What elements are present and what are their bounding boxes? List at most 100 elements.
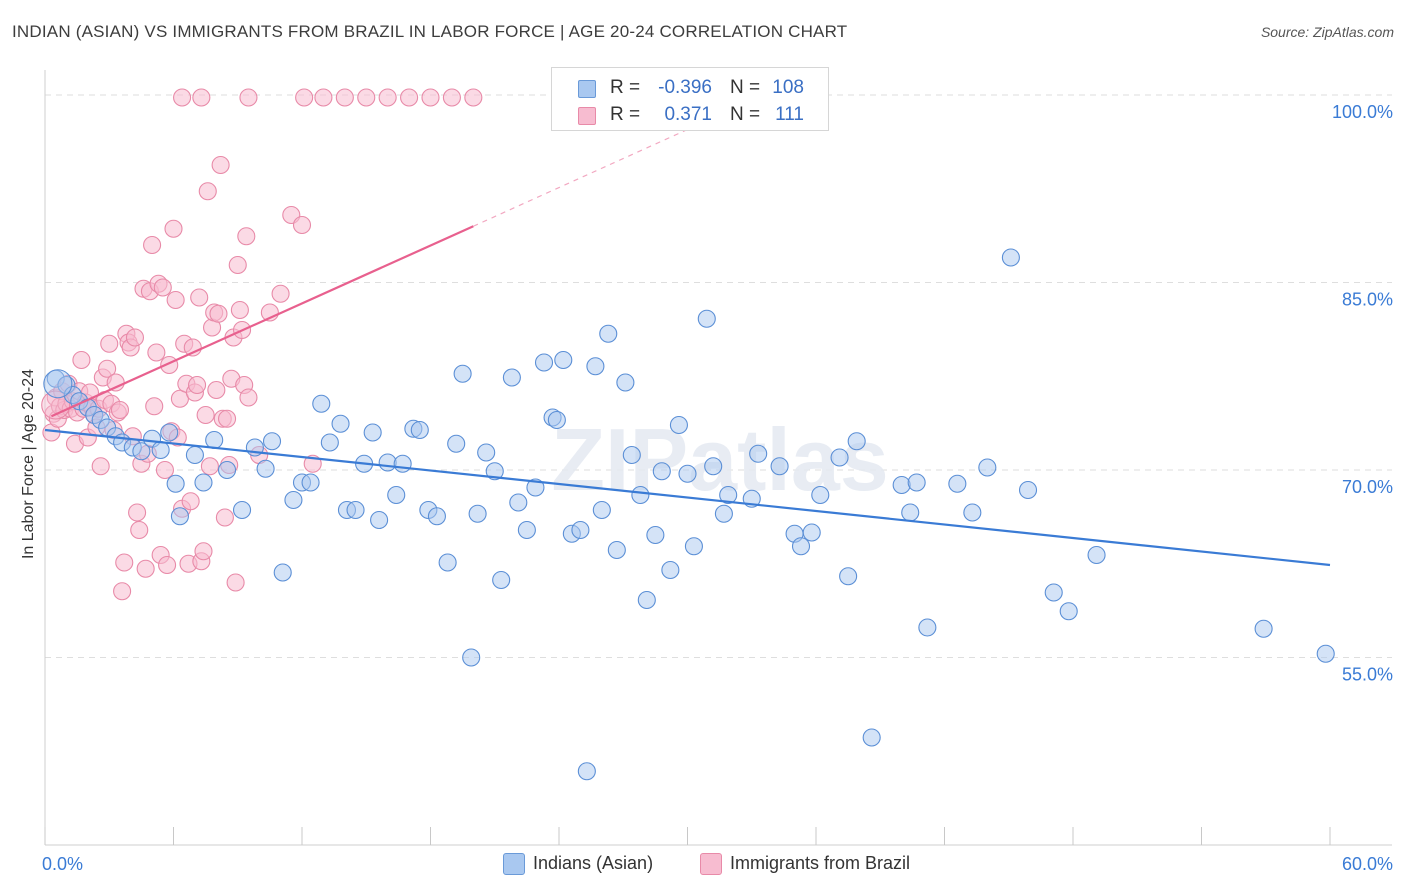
point-indians: [901, 503, 920, 522]
point-indians: [978, 458, 997, 477]
point-brazil: [207, 380, 226, 400]
point-indians: [892, 475, 911, 495]
r-value: 0.371: [664, 104, 712, 125]
point-brazil: [98, 359, 117, 378]
point-indians: [151, 440, 170, 460]
point-indians: [492, 570, 511, 590]
legend-row-indians: R = -0.396 N = 108: [552, 74, 828, 102]
point-indians: [205, 430, 224, 450]
point-indians: [1316, 644, 1335, 663]
point-indians: [410, 420, 429, 440]
point-indians: [607, 540, 626, 560]
point-indians: [599, 324, 618, 343]
y-tick-label: 55.0%: [1342, 665, 1393, 685]
point-indians: [166, 474, 185, 493]
correlation-legend: R = -0.396 N = 108 R = 0.371 N = 111: [551, 67, 829, 131]
point-brazil: [145, 397, 164, 416]
point-indians: [577, 762, 596, 781]
point-brazil: [226, 573, 245, 592]
point-brazil: [442, 88, 461, 107]
y-tick-labels: 100.0% 85.0% 70.0% 55.0%: [1332, 102, 1393, 685]
n-label: N =: [730, 77, 761, 98]
y-tick-label: 85.0%: [1342, 290, 1393, 310]
point-brazil: [158, 555, 177, 575]
point-brazil: [421, 88, 440, 107]
point-brazil: [192, 88, 211, 107]
point-indians: [547, 410, 566, 430]
point-indians: [160, 423, 179, 442]
point-indians: [661, 560, 680, 580]
legend-swatch-pink: [578, 107, 596, 125]
legend-swatch-blue: [578, 80, 596, 98]
point-brazil: [91, 457, 110, 476]
point-brazil: [128, 503, 147, 522]
point-indians: [697, 309, 716, 328]
point-indians: [502, 368, 521, 387]
point-indians: [1001, 248, 1020, 267]
point-brazil: [136, 559, 155, 578]
point-indians: [509, 493, 528, 512]
y-axis-label: In Labor Force | Age 20-24: [20, 369, 37, 559]
point-indians: [256, 459, 275, 478]
point-indians: [312, 394, 331, 413]
point-indians: [526, 478, 545, 497]
point-indians: [714, 504, 733, 523]
point-indians: [622, 445, 641, 465]
point-indians: [811, 485, 830, 505]
y-tick-label: 100.0%: [1332, 102, 1393, 122]
point-indians: [802, 523, 821, 542]
point-brazil: [190, 288, 209, 307]
point-indians: [637, 590, 656, 610]
point-brazil: [292, 215, 312, 235]
point-brazil: [194, 542, 213, 561]
point-indians: [170, 507, 189, 526]
n-value: 111: [775, 104, 804, 125]
point-indians: [839, 567, 858, 586]
point-brazil: [130, 520, 149, 540]
trend-line-indians: [44, 428, 1331, 567]
point-brazil: [357, 88, 376, 107]
n-label: N =: [730, 104, 761, 125]
trend-line-brazil-extension: [473, 114, 720, 227]
point-indians: [631, 485, 650, 505]
point-indians: [749, 444, 768, 463]
point-indians: [427, 507, 446, 526]
point-brazil: [211, 155, 230, 175]
point-indians: [393, 454, 412, 473]
point-indians: [185, 445, 204, 465]
point-indians: [447, 434, 466, 453]
point-indians: [669, 415, 688, 435]
point-brazil: [125, 328, 144, 347]
point-indians: [948, 474, 967, 493]
point-indians: [963, 503, 982, 522]
bottom-legend-swatch-pink: [700, 853, 722, 875]
point-brazil: [173, 88, 192, 107]
point-indians: [534, 353, 554, 372]
point-brazil: [153, 278, 172, 297]
point-indians: [331, 414, 350, 433]
trend-line-brazil: [50, 225, 474, 418]
point-indians: [363, 423, 382, 442]
point-brazil: [295, 88, 314, 107]
point-indians: [791, 537, 811, 556]
point-brazil: [110, 400, 130, 420]
point-indians: [684, 537, 703, 556]
point-indians: [646, 525, 665, 545]
point-indians: [194, 473, 213, 492]
bottom-legend-label: Immigrants from Brazil: [730, 853, 911, 873]
point-brazil: [237, 227, 256, 246]
point-indians: [468, 504, 487, 523]
point-brazil: [147, 343, 166, 362]
point-indians: [477, 443, 496, 462]
point-indians: [1254, 619, 1273, 638]
point-brazil: [166, 290, 185, 310]
point-indians: [770, 457, 789, 476]
point-indians: [273, 563, 292, 582]
trend-lines: [44, 114, 1331, 567]
point-indians: [719, 485, 738, 505]
point-indians: [320, 433, 339, 452]
point-indians: [1059, 602, 1078, 621]
point-indians: [438, 553, 457, 572]
point-indians: [301, 473, 320, 492]
point-indians: [571, 520, 590, 540]
